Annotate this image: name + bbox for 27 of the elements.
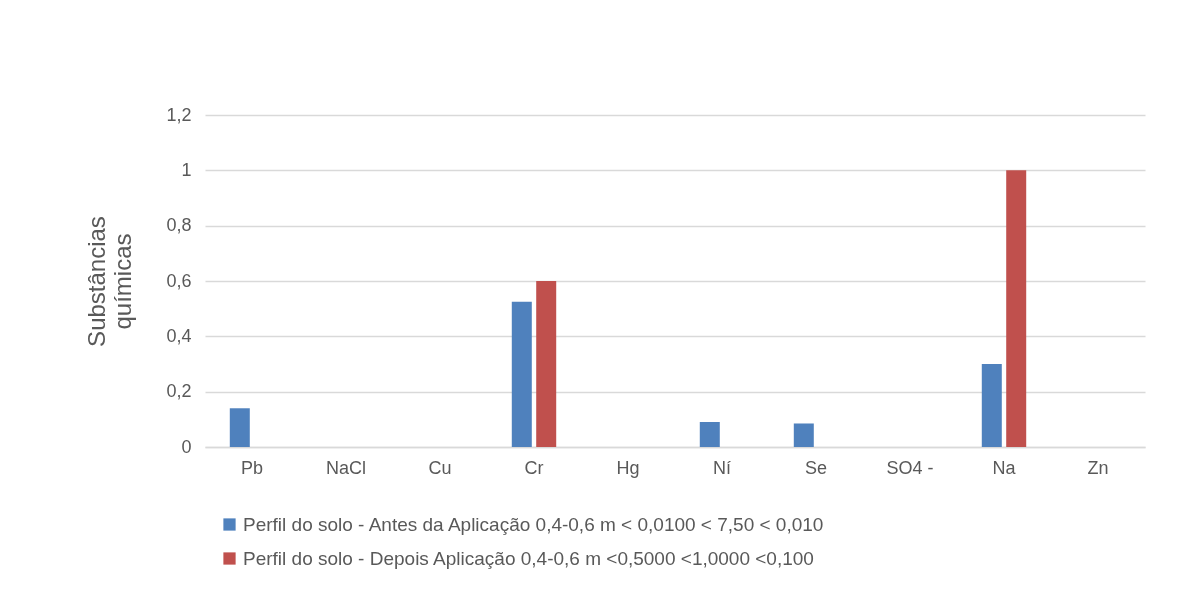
bar [511,301,532,447]
y-axis-title: Substâncias químicas [83,216,137,347]
x-tick-label: Zn [1087,457,1109,478]
y-tick-label: 0,8 [166,215,192,236]
legend-label: Perfil do solo - Antes da Aplicação 0,4-0,6 m < 0,0100 < 7,50 < 0,010 [243,513,824,535]
y-tick-label: 1,2 [166,104,192,125]
legend-label: Perfil do solo - Depois Aplicação 0,4-0,6 m <0,5000 <1,0000 <0,100 [243,547,814,569]
x-tick-label: SO4 - [886,457,934,478]
x-tick-label: Pb [240,457,264,478]
x-tick-label: NaCl [325,457,367,478]
x-tick-label: Cr [524,457,544,478]
x-tick-label: Hg [616,457,640,478]
x-tick-label: Ní [713,457,731,478]
y-tick-label: 0 [181,436,192,457]
y-tick-label: 0,6 [166,270,192,291]
x-tick-label: Se [804,457,828,478]
x-tick-label: Na [992,457,1017,478]
bar [793,423,814,447]
bar [229,408,250,447]
y-tick-label: 0,2 [166,381,192,402]
y-tick-label: 1 [181,159,192,180]
bar [699,422,720,447]
bar [536,281,557,447]
bar [981,364,1002,447]
bar [1006,170,1027,447]
y-tick-label: 0,4 [166,325,192,346]
x-tick-label: Cu [428,457,452,478]
